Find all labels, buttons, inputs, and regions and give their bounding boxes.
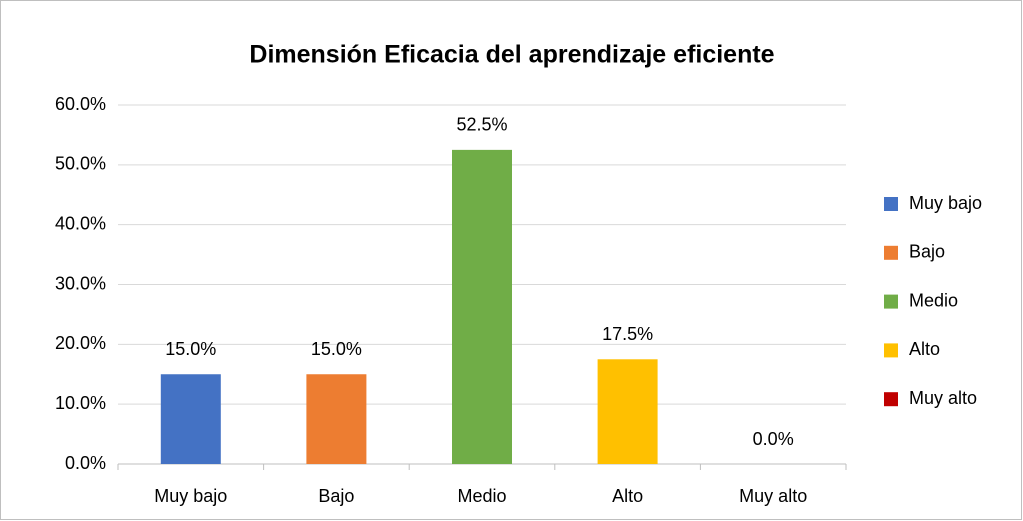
legend-swatch [884,197,898,211]
legend-swatch [884,294,898,309]
legend-label: Medio [909,290,958,310]
data-label: 17.5% [602,324,653,344]
x-tick-label: Muy alto [739,486,807,506]
bar [452,149,512,464]
bar [306,374,367,464]
legend-swatch [884,392,898,407]
legend-label: Bajo [909,242,945,262]
y-tick-label: 50.0% [55,154,106,174]
legend-label: Muy alto [909,388,977,408]
y-tick-label: 30.0% [55,273,106,293]
data-label: 52.5% [456,115,507,135]
y-tick-label: 40.0% [55,213,106,233]
y-tick-label: 60.0% [55,94,106,114]
x-tick-label: Bajo [318,486,354,506]
bar [160,374,221,464]
data-label: 15.0% [165,339,216,359]
legend-label: Muy bajo [909,193,982,213]
x-tick-label: Medio [457,486,506,506]
legend-swatch [884,343,898,358]
legend-label: Alto [909,339,940,359]
legend-swatch [884,245,898,260]
y-tick-label: 0.0% [65,453,106,473]
x-tick-label: Muy bajo [154,486,227,506]
data-label: 15.0% [311,339,362,359]
y-tick-label: 10.0% [55,393,106,413]
y-tick-label: 20.0% [55,333,106,353]
chart-title: Dimensión Eficacia del aprendizaje efici… [249,41,774,69]
data-label: 0.0% [753,429,794,449]
bar [597,359,658,464]
x-tick-label: Alto [612,486,643,506]
